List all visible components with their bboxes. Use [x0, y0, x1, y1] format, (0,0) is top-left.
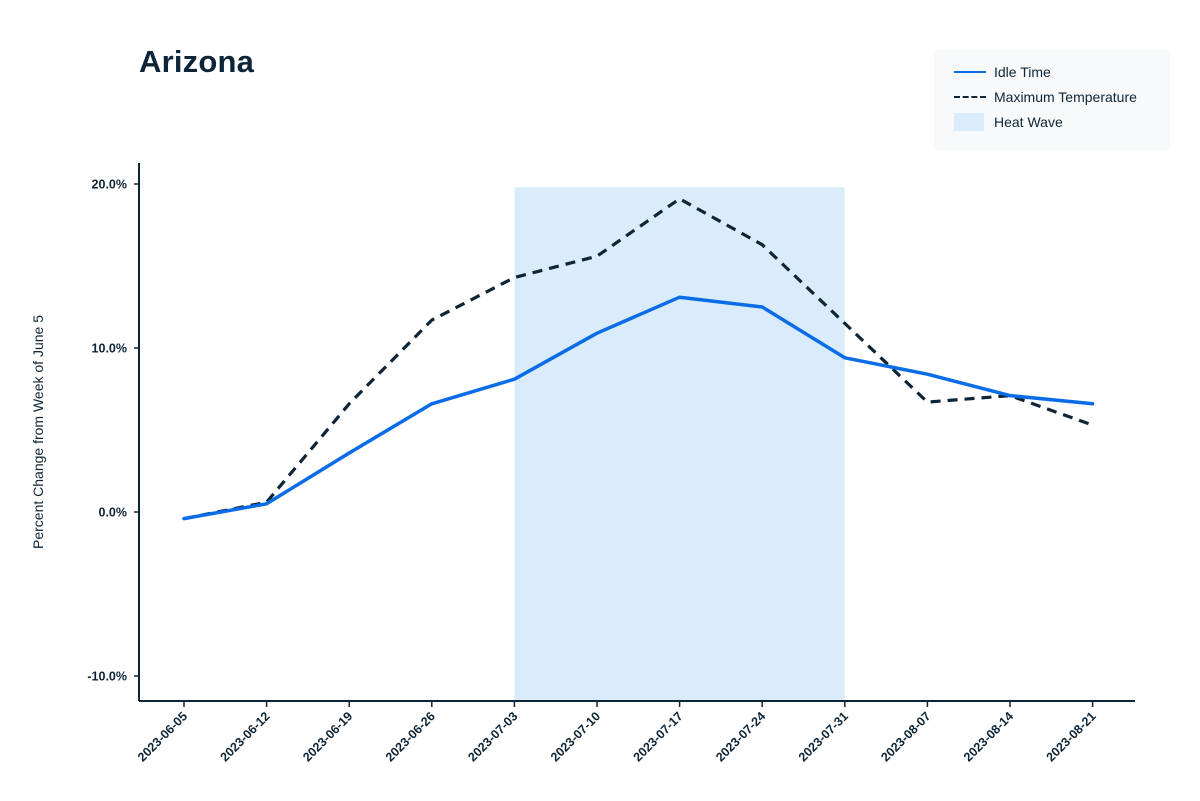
x-tick-label: 2023-08-21	[1044, 709, 1099, 764]
legend-item-heat-wave: Heat Wave	[954, 112, 1063, 132]
legend-label-heat-wave: Heat Wave	[994, 114, 1063, 130]
y-tick-label: 20.0%	[92, 178, 127, 192]
chart-legend: Idle Time Maximum Temperature Heat Wave	[934, 50, 1170, 150]
x-tick-label: 2023-08-14	[961, 709, 1016, 764]
y-axis-label: Percent Change from Week of June 5	[30, 315, 46, 549]
chart-title: Arizona	[139, 44, 255, 79]
series-line-idle-time	[182, 295, 1095, 521]
legend-item-idle-time: Idle Time	[954, 62, 1051, 82]
x-tick-label: 2023-07-17	[631, 709, 686, 764]
legend-label-idle-time: Idle Time	[994, 64, 1051, 80]
series-line-maximum-temperature	[183, 197, 1094, 521]
heat-wave-region	[514, 187, 845, 701]
x-tick-label: 2023-08-07	[878, 709, 933, 764]
y-tick-label: 10.0%	[92, 342, 127, 356]
x-tick-label: 2023-07-10	[548, 709, 603, 764]
y-tick-label: -10.0%	[87, 670, 127, 684]
x-tick-label: 2023-07-24	[713, 709, 768, 764]
y-tick-label: 0.0%	[99, 506, 128, 520]
legend-swatch-heat-wave	[954, 113, 984, 131]
legend-item-maximum-temperature: Maximum Temperature	[954, 87, 1137, 107]
x-tick-label: 2023-07-31	[796, 709, 851, 764]
legend-swatch-idle-time	[954, 62, 986, 82]
x-tick-label: 2023-07-03	[465, 709, 520, 764]
x-tick-label: 2023-06-26	[383, 709, 438, 764]
legend-swatch-maximum-temperature	[954, 87, 986, 107]
legend-label-maximum-temperature: Maximum Temperature	[994, 89, 1137, 105]
x-tick-label: 2023-06-05	[135, 709, 190, 764]
x-tick-label: 2023-06-19	[300, 709, 355, 764]
x-tick-label: 2023-06-12	[218, 709, 273, 764]
